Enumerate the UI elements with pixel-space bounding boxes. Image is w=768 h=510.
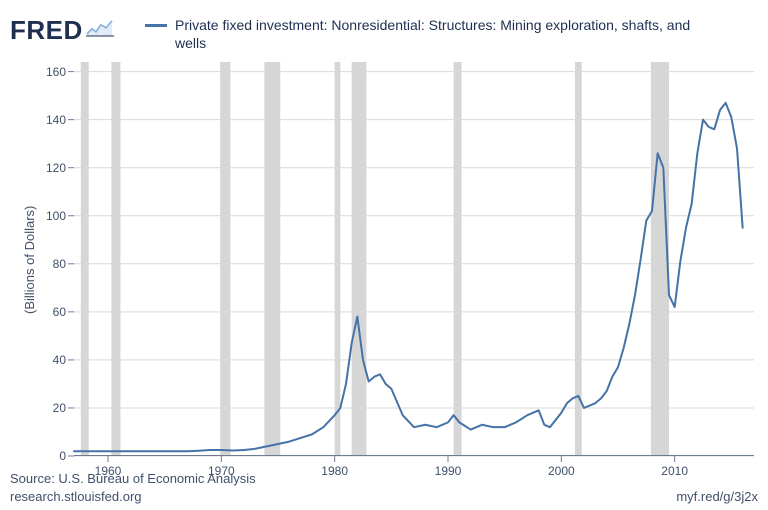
y-axis-label: (Billions of Dollars) bbox=[22, 206, 37, 314]
x-tick-label: 2000 bbox=[541, 464, 581, 478]
x-tick-label: 1990 bbox=[428, 464, 468, 478]
y-tick-label: 40 bbox=[36, 353, 66, 367]
legend: Private fixed investment: Nonresidential… bbox=[145, 16, 705, 52]
y-tick-label: 160 bbox=[36, 65, 66, 79]
chart-container: { "logo": { "text": "FRED" }, "legend": … bbox=[0, 0, 768, 510]
logo-text: FRED bbox=[10, 15, 83, 46]
chart-svg bbox=[74, 62, 754, 456]
y-tick-label: 80 bbox=[36, 257, 66, 271]
fred-logo: FRED bbox=[10, 13, 114, 46]
site-text: research.stlouisfed.org bbox=[10, 489, 142, 504]
y-tick-label: 60 bbox=[36, 305, 66, 319]
y-tick-label: 120 bbox=[36, 161, 66, 175]
y-tick-label: 100 bbox=[36, 209, 66, 223]
x-tick-label: 1980 bbox=[315, 464, 355, 478]
y-tick-label: 20 bbox=[36, 401, 66, 415]
y-tick-label: 0 bbox=[36, 449, 66, 463]
chart-plot bbox=[74, 62, 754, 456]
logo-chart-icon bbox=[86, 13, 114, 44]
legend-label: Private fixed investment: Nonresidential… bbox=[175, 16, 705, 52]
source-text: Source: U.S. Bureau of Economic Analysis bbox=[10, 471, 256, 486]
y-tick-label: 140 bbox=[36, 113, 66, 127]
x-tick-label: 2010 bbox=[655, 464, 695, 478]
shortlink-text: myf.red/g/3j2x bbox=[676, 489, 758, 504]
legend-swatch bbox=[145, 24, 167, 27]
